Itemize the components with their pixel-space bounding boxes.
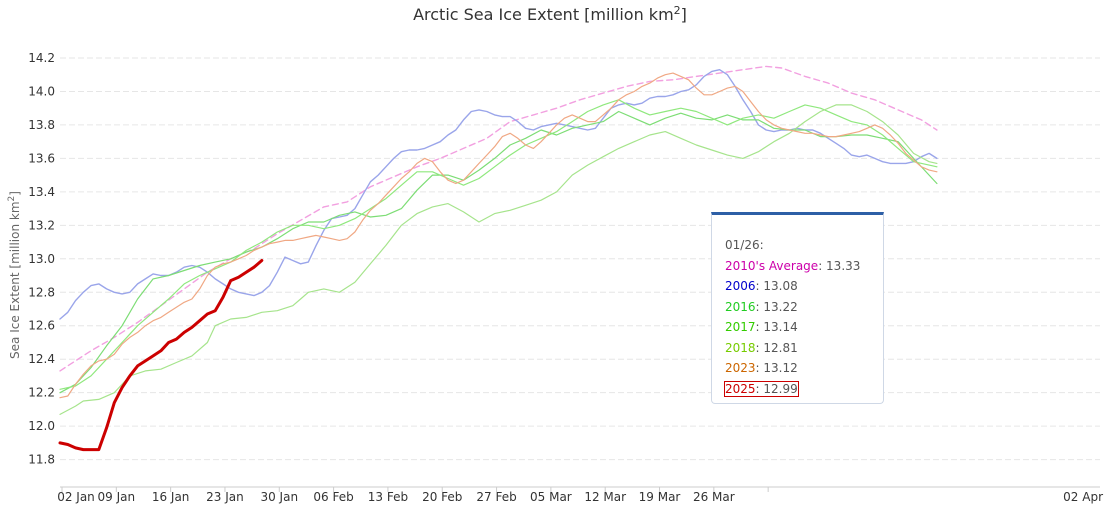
tooltip-row-2025: 2025: 12.99 [724,379,871,400]
tooltip-row-average: 2010's Average: 13.33 [725,256,871,277]
y-axis-label: Sea Ice Extent [million km2] [7,191,22,359]
tooltip-series-name: 2025 [725,381,756,396]
tooltip-highlight: 2025: 12.99 [724,380,799,397]
chart-tooltip: 01/26: 2010's Average: 13.33 2006: 13.08… [711,212,884,404]
x-tick-label: 02 Apr [1063,490,1103,504]
tooltip-series-value: : 12.81 [755,340,798,355]
y-tick-label: 12.6 [28,319,55,333]
tooltip-series-value: : 13.12 [755,361,798,375]
tooltip-row-2018: 2018: 12.81 [725,338,871,359]
x-tick-label: 30 Jan [260,490,298,504]
tooltip-row-2006: 2006: 13.08 [725,276,871,297]
tooltip-series-name: 2017 [725,320,756,334]
tooltip-series-value: : 13.08 [755,279,798,293]
y-tick-label: 12.4 [28,352,55,366]
y-tick-label: 14.2 [28,51,55,65]
series-lines [58,65,938,452]
x-tick-label: 05 Mar [530,490,572,504]
x-tick-label: 02 Jan [57,490,95,504]
y-tick-label: 14.0 [28,84,55,98]
gridlines [60,57,1100,488]
tooltip-series-value: : 12.99 [755,381,798,396]
tooltip-row-2016: 2016: 13.22 [725,297,871,318]
y-tick-label: 13.0 [28,252,55,266]
tooltip-date: 01/26: [725,238,764,252]
x-tick-label: 19 Mar [639,490,681,504]
series-line-2023 [59,72,938,399]
tooltip-series-name: 2016 [725,299,756,314]
y-tick-label: 13.6 [28,151,55,165]
x-tick-label: 09 Jan [98,490,136,504]
tooltip-series-value: : 13.22 [755,299,798,314]
y-tick-label: 12.8 [28,285,55,299]
x-tick-label: 27 Feb [476,490,516,504]
y-tick-label: 13.8 [28,118,55,132]
tooltip-series-name: 2010's Average [725,258,819,273]
tooltip-series-value: : 13.33 [818,258,861,273]
y-tick-label: 12.2 [28,386,55,400]
y-tick-label: 12.0 [28,419,55,433]
x-tick-label: 16 Jan [152,490,190,504]
tooltip-series-name: 2006 [725,279,756,293]
series-line-2018 [59,104,938,415]
tooltip-series-name: 2023 [725,361,756,375]
x-axis-ticks: 02 Jan 09 Jan 16 Jan 23 Jan 30 Jan 06 Feb 13 F… [57,487,1103,504]
x-tick-label: 12 Mar [584,490,626,504]
y-tick-label: 13.2 [28,218,55,232]
chart-title: Arctic Sea Ice Extent [million km2] [413,4,687,24]
x-tick-label: 26 Mar [693,490,735,504]
tooltip-row-2017: 2017: 13.14 [725,317,871,338]
series-line-2025 [58,259,264,452]
tooltip-series-name: 2018 [725,340,756,355]
x-tick-label: 20 Feb [422,490,462,504]
tooltip-row-2023: 2023: 13.12 [725,358,871,379]
series-line-2016 [59,110,938,394]
x-tick-label: 13 Feb [368,490,408,504]
y-tick-label: 13.4 [28,185,55,199]
series-line-2017 [59,99,938,390]
tooltip-series-value: : 13.14 [755,320,798,334]
y-axis-ticks: 11.8 12.0 12.2 12.4 12.6 12.8 13.0 13.2 13.4 13.6… [28,51,55,467]
x-tick-label: 23 Jan [206,490,244,504]
y-tick-label: 11.8 [28,453,55,467]
x-tick-label: 06 Feb [313,490,353,504]
